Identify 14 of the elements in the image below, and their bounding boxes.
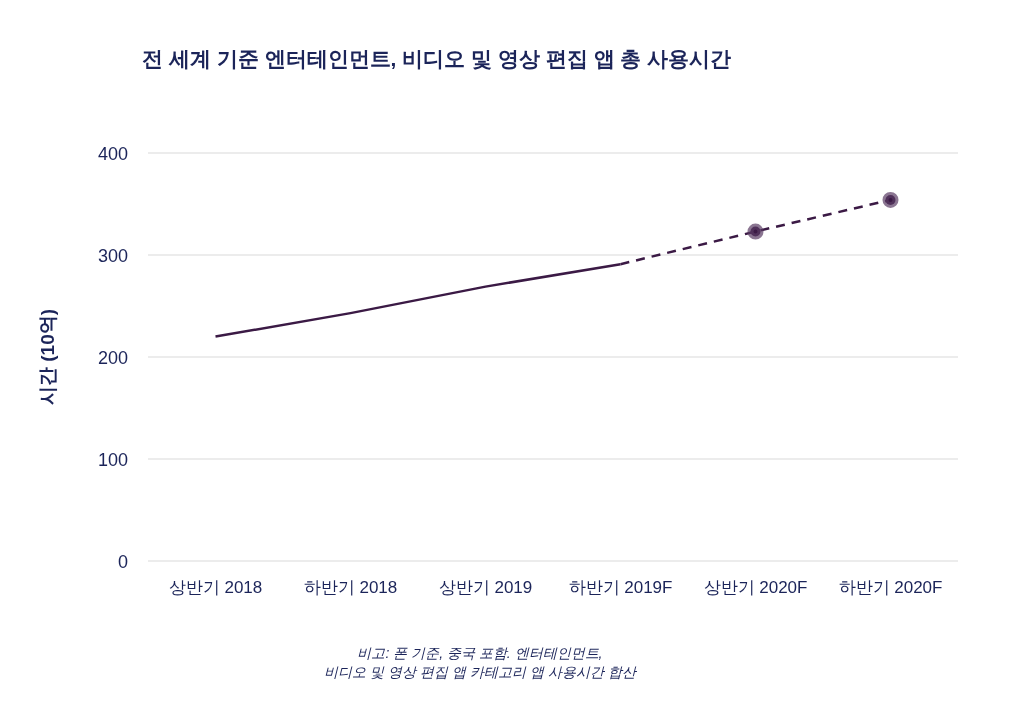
x-tick-label: 하반기 2020F <box>838 578 943 597</box>
x-tick-label: 상반기 2018 <box>168 578 263 597</box>
text: 비고: 폰 기준, 중국 포함. 엔터테인먼트, 비디오 및 영상 편집 앱 카테고리 앱 사용시간 합산 <box>324 645 638 680</box>
x-tick-label: 하반기 2018 <box>303 578 398 597</box>
y-tick-label: 0 <box>117 552 128 572</box>
y-tick-label: 100 <box>97 450 128 470</box>
chart-title: 전 세계 기준 엔터테인먼트, 비디오 및 영상 편집 앱 총 사용시간 <box>142 47 732 70</box>
y-tick-label: 300 <box>97 246 128 266</box>
y-tick-label: 400 <box>97 144 128 164</box>
x-tick-label: 상반기 2019 <box>438 578 533 597</box>
x-tick-label: 상반기 2020F <box>703 578 808 597</box>
x-tick-label: 하반기 2019F <box>568 578 673 597</box>
y-tick-label: 200 <box>97 348 128 368</box>
y-axis-title: 시간 (10억) <box>37 308 58 406</box>
